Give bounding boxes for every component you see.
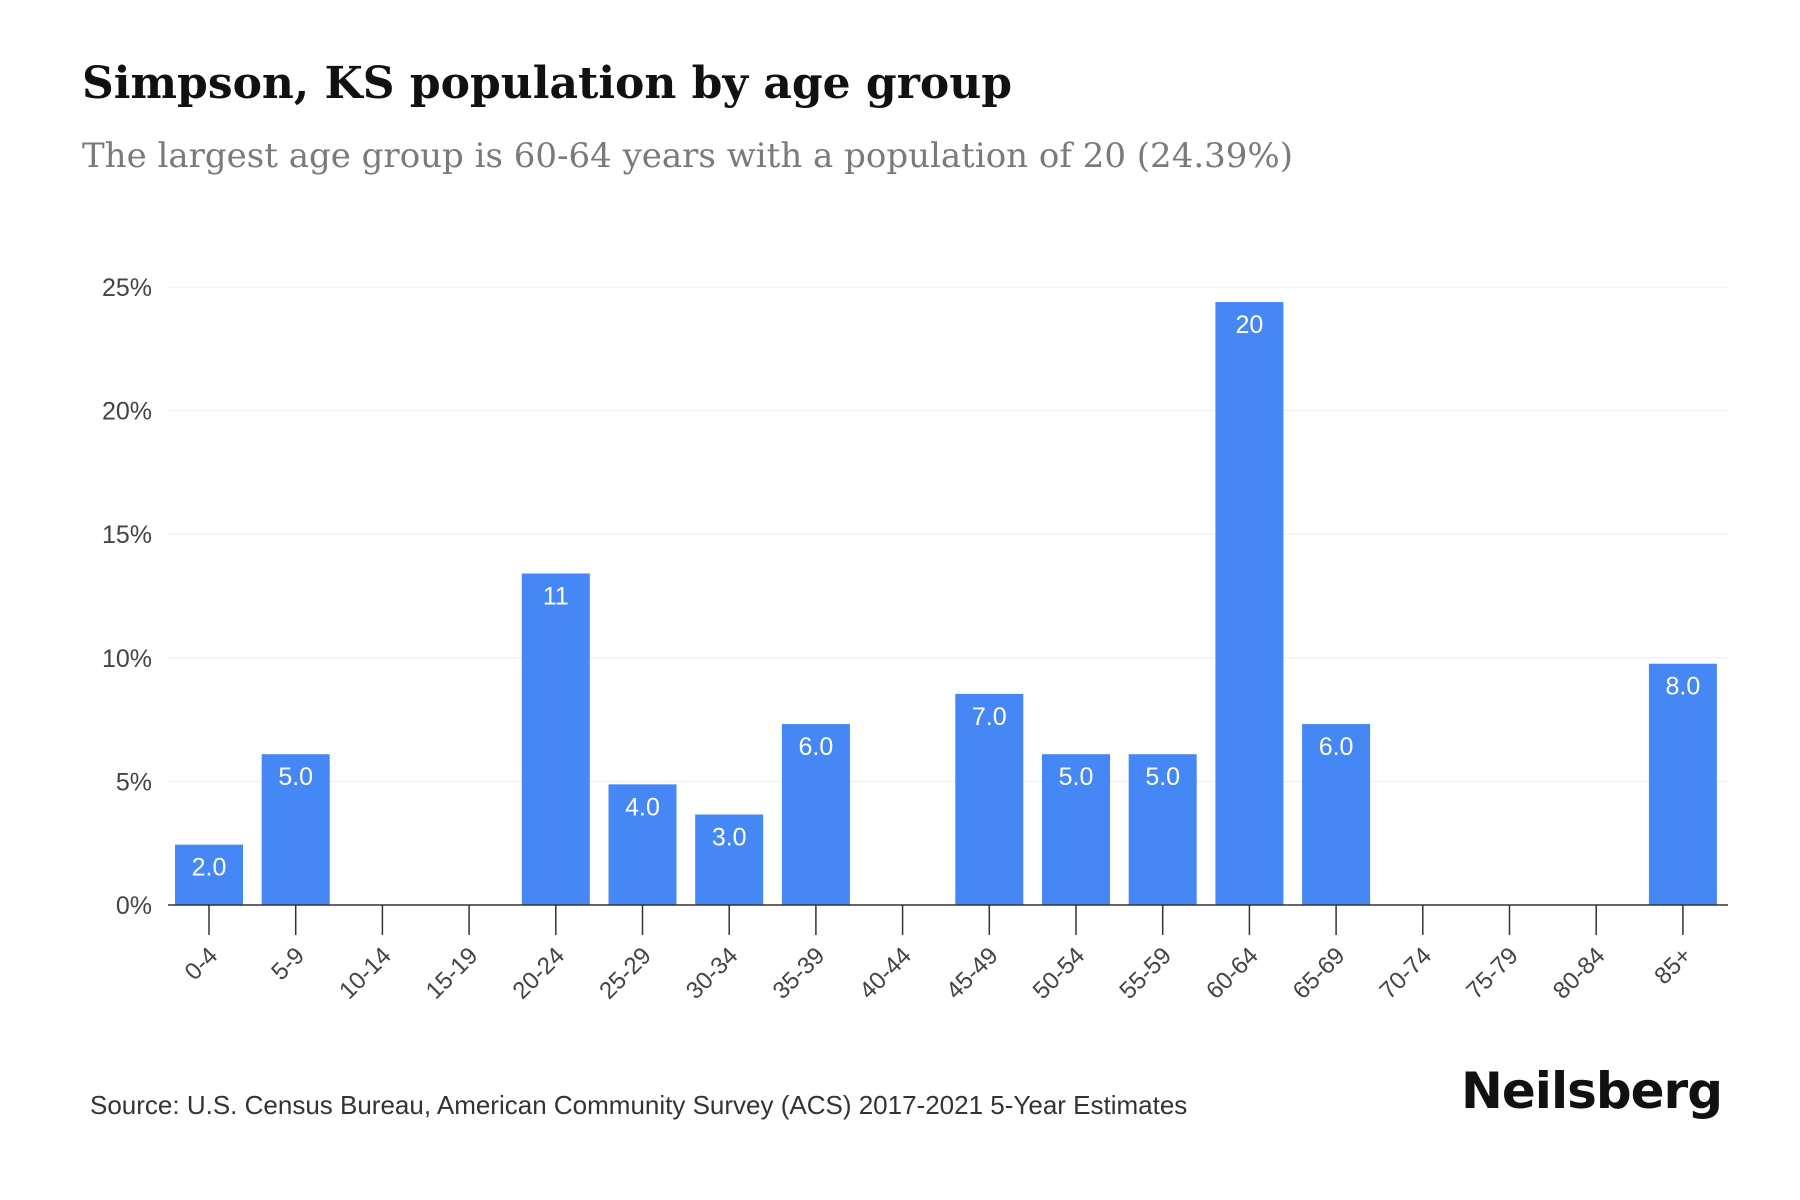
x-tick-label: 75-79: [1461, 942, 1524, 1005]
gridlines: [168, 286, 1728, 782]
x-tick-label: 55-59: [1114, 942, 1177, 1005]
bar-5-9: [261, 754, 330, 905]
x-tick-label: 60-64: [1201, 942, 1264, 1005]
x-tick-label: 85+: [1649, 942, 1697, 990]
y-tick-label: 10%: [102, 645, 152, 673]
bar-30-34: [695, 814, 764, 905]
x-tick-label: 20-24: [508, 942, 571, 1005]
chart-title: Simpson, KS population by age group: [82, 58, 1012, 109]
bar-data-label: 5.0: [1059, 763, 1094, 791]
bar-0-4: [175, 844, 243, 905]
x-tick-label: 0-4: [180, 942, 224, 986]
bar-data-label: 6.0: [799, 733, 834, 761]
bar-50-54: [1042, 754, 1110, 905]
x-tick-label: 25-29: [594, 942, 657, 1005]
bar-data-label: 4.0: [625, 793, 660, 821]
brand-logo: Neilsberg: [1461, 1062, 1723, 1120]
y-tick-label: 0%: [116, 892, 152, 920]
x-tick-label: 70-74: [1375, 942, 1438, 1005]
x-tick-label: 30-34: [681, 942, 744, 1005]
bar-data-label: 2.0: [192, 854, 227, 882]
y-tick-label: 15%: [102, 521, 152, 549]
x-tick-label: 80-84: [1548, 942, 1611, 1005]
x-tick-label: 15-19: [421, 942, 484, 1005]
chart-subtitle: The largest age group is 60-64 years wit…: [82, 136, 1293, 176]
bar-20-24: [521, 573, 590, 905]
bar-data-label: 3.0: [712, 824, 747, 852]
bar-25-29: [608, 784, 677, 905]
x-tick-label: 50-54: [1028, 942, 1091, 1005]
source-note: Source: U.S. Census Bureau, American Com…: [90, 1090, 1188, 1120]
x-tick-label: 40-44: [854, 942, 917, 1005]
bar-data-label: 11: [543, 583, 569, 611]
x-tick-label: 65-69: [1288, 942, 1351, 1005]
y-tick-label: 20%: [102, 398, 152, 426]
y-tick-label: 5%: [116, 768, 152, 796]
bar-data-label: 5.0: [278, 763, 313, 791]
bar-data-label: 5.0: [1145, 763, 1180, 791]
y-axis-tick-labels: 0% 5% 10% 15% 20% 25%: [102, 274, 152, 920]
bar-data-label: 6.0: [1319, 733, 1354, 761]
bar-85+: [1648, 663, 1717, 905]
bars: [175, 302, 1717, 905]
x-tick-label: 10-14: [334, 942, 397, 1005]
bar-data-label: 20: [1235, 311, 1263, 339]
x-axis-ticks: 0-4 5-9 10-14 15-19 20-24 25-29 30-34 35-39 40-4…: [180, 905, 1697, 1005]
bar-35-39: [781, 724, 850, 905]
bar-60-64: [1215, 302, 1284, 905]
bar-data-label: 7.0: [972, 703, 1007, 731]
bar-data-labels: 2.0 5.0 11 4.0 3.0 6.0 7.0 5.0 5.0 20 6.0 8.0: [192, 311, 1701, 882]
y-tick-label: 25%: [102, 274, 152, 302]
x-tick-label: 5-9: [266, 942, 310, 986]
x-tick-label: 45-49: [941, 942, 1004, 1005]
bar-65-69: [1302, 724, 1371, 905]
x-tick-label: 35-39: [768, 942, 831, 1005]
bar-45-49: [955, 693, 1024, 905]
bar-55-59: [1128, 754, 1197, 905]
bar-data-label: 8.0: [1666, 673, 1701, 701]
